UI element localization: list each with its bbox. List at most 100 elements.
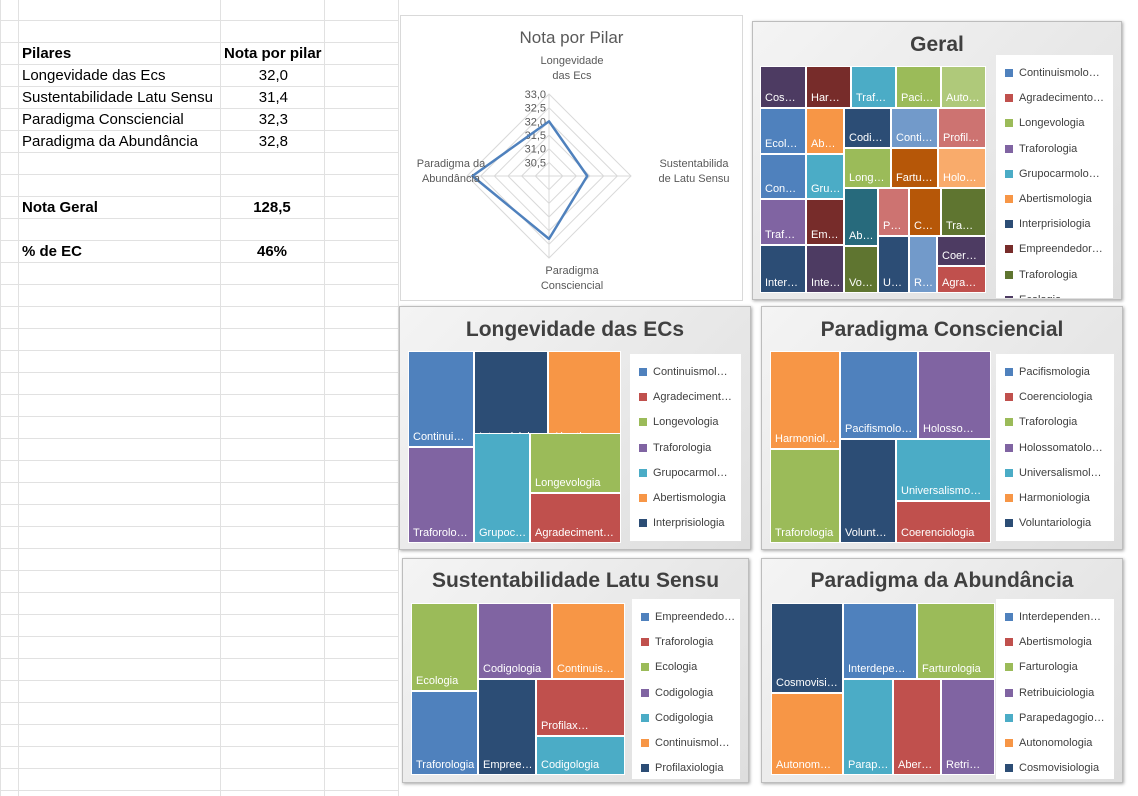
treemap-tile[interactable]: Coer… <box>937 236 986 266</box>
treemap-tile[interactable]: Continuis… <box>552 603 625 679</box>
legend-entry[interactable]: Codigologia <box>641 710 737 726</box>
legend-entry[interactable]: Universalismol… <box>1005 465 1111 481</box>
treemap-tile[interactable]: Codigologia <box>536 736 625 775</box>
legend-entry[interactable]: Interprisiologia <box>1005 216 1110 232</box>
treemap-paradigma-abundancia[interactable]: Paradigma da Abundância Cosmovisi… Interd… <box>761 558 1123 783</box>
treemap-tile[interactable]: Codigologia <box>478 603 552 679</box>
treemap-paradigma-consciencial[interactable]: Paradigma Consciencial Harmoniol… Pacifis… <box>761 306 1123 550</box>
legend-entry[interactable]: Voluntariologia <box>1005 515 1111 531</box>
legend-entry[interactable]: Pacifismologia <box>1005 364 1111 380</box>
treemap-geral[interactable]: Geral Cosm… Har… Traf… Paci… Auto… Ecol… Abe… C… <box>752 21 1122 300</box>
treemap-longevidade[interactable]: Longevidade das ECs Continui…Interprisio… <box>399 306 751 550</box>
treemap-tile[interactable]: Emp… <box>806 199 844 245</box>
treemap-tile[interactable]: Ab… <box>844 188 878 246</box>
treemap-tile[interactable]: Aber… <box>893 679 941 775</box>
legend-entry[interactable]: Ecologia <box>641 659 737 675</box>
treemap-tile[interactable]: Farturologia <box>917 603 995 679</box>
treemap-tile[interactable]: Interdepe… <box>843 603 917 679</box>
pilar-name-cell[interactable]: Paradigma Consciencial <box>22 111 184 128</box>
legend-entry[interactable]: Empreendedor… <box>1005 241 1110 257</box>
treemap-tile[interactable]: Long… <box>844 148 891 188</box>
treemap-tile[interactable]: Longevologia <box>530 433 621 493</box>
pct-ec-label[interactable]: % de EC <box>22 243 83 260</box>
legend-entry[interactable]: Agradeciment… <box>639 389 738 405</box>
pilar-value-cell[interactable]: 31,4 <box>258 89 288 106</box>
treemap-tile[interactable]: Auto… <box>941 66 986 108</box>
radar-chart[interactable]: Nota por Pilar 30,5 31,0 31,5 32,0 32,5 33,0 L… <box>400 15 743 301</box>
treemap-tile[interactable]: Retri… <box>941 679 995 775</box>
treemap-tile[interactable]: Volunt… <box>840 439 896 543</box>
legend-entry[interactable]: Codigologia <box>641 685 737 701</box>
treemap-tile[interactable]: Holo… <box>938 148 986 188</box>
treemap-tile[interactable]: Conti… <box>891 108 938 148</box>
legend-entry[interactable]: Traforologia <box>1005 141 1110 157</box>
treemap-tile[interactable]: Inte… <box>806 245 844 293</box>
treemap-tile[interactable]: Traf… <box>851 66 896 108</box>
treemap-tile[interactable]: Autonom… <box>771 693 843 775</box>
treemap-tile[interactable]: Agradeciment… <box>530 493 621 543</box>
legend-entry[interactable]: Interdependen… <box>1005 609 1111 625</box>
header-pilares[interactable]: Pilares <box>22 45 72 62</box>
legend-entry[interactable]: Profilaxiologia <box>641 760 737 776</box>
pilar-value-cell[interactable]: 32,0 <box>258 67 288 84</box>
treemap-tile[interactable]: Continui… <box>408 351 474 447</box>
header-nota-por-pilar[interactable]: Nota por pilar <box>224 45 322 62</box>
treemap-tile[interactable]: Agra… <box>937 266 986 293</box>
legend-entry[interactable]: Continuismolo… <box>1005 65 1110 81</box>
legend-entry[interactable]: Traforologia <box>641 634 737 650</box>
treemap-tile[interactable]: Ecologia <box>411 603 478 691</box>
legend-entry[interactable]: Interprisiologia <box>639 515 738 531</box>
treemap-tile[interactable]: Empreen… <box>478 679 536 775</box>
legend-entry[interactable]: Holossomatolo… <box>1005 440 1111 456</box>
treemap-tile[interactable]: Traf… <box>760 199 806 245</box>
legend-entry[interactable]: Abertismologia <box>1005 191 1110 207</box>
treemap-tile[interactable]: Abe… <box>806 108 844 154</box>
treemap-tile[interactable]: Vo… <box>844 246 878 293</box>
legend-entry[interactable]: Traforologia <box>639 440 738 456</box>
legend-entry[interactable]: Coerenciologia <box>1005 389 1111 405</box>
legend-entry[interactable]: Continuismol… <box>639 364 738 380</box>
treemap-sustentabilidade[interactable]: Sustentabilidade Latu Sensu Ecologia Codi… <box>402 558 749 783</box>
treemap-tile[interactable]: Grupoc… <box>474 433 530 543</box>
legend-entry[interactable]: Retribuiciologia <box>1005 685 1111 701</box>
treemap-tile[interactable]: Traforologia <box>411 691 478 775</box>
pilar-name-cell[interactable]: Sustentabilidade Latu Sensu <box>22 89 213 106</box>
legend-entry[interactable]: Ecologia <box>1005 292 1110 298</box>
legend-entry[interactable]: Agradecimento… <box>1005 90 1110 106</box>
legend-entry[interactable]: Parapedagogio… <box>1005 710 1111 726</box>
treemap-tile[interactable]: R… <box>909 236 937 293</box>
treemap-tile[interactable]: Parap… <box>843 679 893 775</box>
treemap-tile[interactable]: Con… <box>760 154 806 199</box>
nota-geral-value[interactable]: 128,5 <box>253 199 291 216</box>
legend-entry[interactable]: Traforologia <box>1005 414 1111 430</box>
treemap-tile[interactable]: Codi… <box>844 108 891 148</box>
treemap-tile[interactable]: Fartu… <box>891 148 938 188</box>
legend-entry[interactable]: Continuismol… <box>641 735 737 751</box>
nota-geral-label[interactable]: Nota Geral <box>22 199 98 216</box>
legend-entry[interactable]: Cosmovisiologia <box>1005 760 1111 776</box>
legend-entry[interactable]: Grupocarmolo… <box>1005 166 1110 182</box>
treemap-tile[interactable]: Har… <box>806 66 851 108</box>
treemap-tile[interactable]: Abertismo… <box>548 351 621 447</box>
legend-entry[interactable]: Traforologia <box>1005 267 1110 283</box>
treemap-tile[interactable]: Pa… <box>878 188 909 236</box>
legend-entry[interactable]: Longevologia <box>1005 115 1110 131</box>
pilar-name-cell[interactable]: Paradigma da Abundância <box>22 133 198 150</box>
treemap-tile[interactable]: Coerenciologia <box>896 501 991 543</box>
legend-entry[interactable]: Farturologia <box>1005 659 1111 675</box>
treemap-tile[interactable]: Holosso… <box>918 351 991 439</box>
treemap-tile[interactable]: Profilax… <box>536 679 625 736</box>
treemap-tile[interactable]: Inter… <box>760 245 806 293</box>
pct-ec-value[interactable]: 46% <box>256 243 288 260</box>
legend-entry[interactable]: Longevologia <box>639 414 738 430</box>
treemap-tile[interactable]: Harmoniol… <box>770 351 840 449</box>
treemap-tile[interactable]: Profil… <box>938 108 986 148</box>
treemap-tile[interactable]: Traforologia <box>770 449 840 543</box>
treemap-tile[interactable]: Co… <box>909 188 941 236</box>
pilar-name-cell[interactable]: Longevidade das Ecs <box>22 67 166 84</box>
treemap-tile[interactable]: Universalismo… <box>896 439 991 501</box>
legend-entry[interactable]: Autonomologia <box>1005 735 1111 751</box>
treemap-tile[interactable]: Cosmovisi… <box>771 603 843 693</box>
treemap-tile[interactable]: Ecol… <box>760 108 806 154</box>
treemap-tile[interactable]: Tra… <box>941 188 986 236</box>
